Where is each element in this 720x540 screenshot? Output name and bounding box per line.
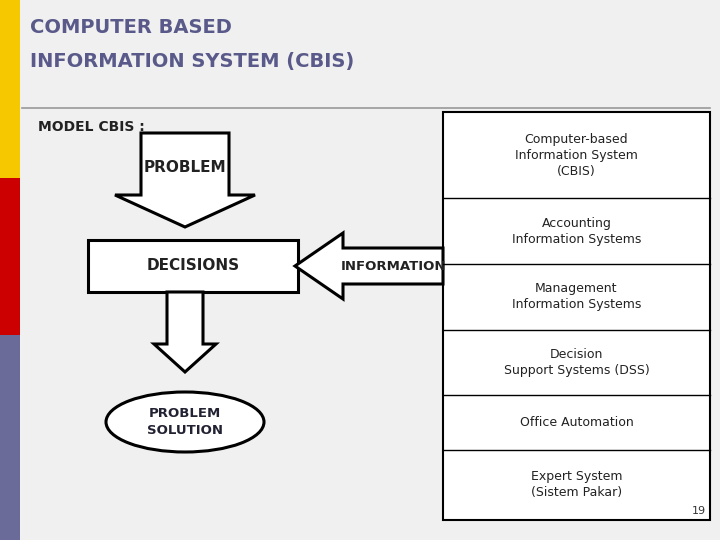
Text: Expert System
(Sistem Pakar): Expert System (Sistem Pakar)	[531, 470, 622, 500]
Text: MODEL CBIS :: MODEL CBIS :	[38, 120, 145, 134]
Text: Office Automation: Office Automation	[520, 416, 634, 429]
Text: Accounting
Information Systems: Accounting Information Systems	[512, 217, 642, 246]
Text: Decision
Support Systems (DSS): Decision Support Systems (DSS)	[503, 348, 649, 377]
Ellipse shape	[106, 392, 264, 452]
Polygon shape	[154, 292, 216, 372]
Bar	[443, 112, 710, 520]
Bar	[0, 335, 20, 540]
Polygon shape	[115, 133, 255, 227]
Bar	[0, 0, 20, 178]
Text: Management
Information Systems: Management Information Systems	[512, 282, 642, 311]
Polygon shape	[295, 233, 443, 299]
Text: Computer-based
Information System
(CBIS): Computer-based Information System (CBIS)	[515, 132, 638, 178]
Text: 19: 19	[692, 506, 706, 516]
Bar	[88, 240, 298, 292]
Text: INFORMATION: INFORMATION	[341, 260, 446, 273]
Text: PROBLEM
SOLUTION: PROBLEM SOLUTION	[147, 407, 223, 437]
Text: COMPUTER BASED: COMPUTER BASED	[30, 18, 232, 37]
Bar	[0, 178, 20, 335]
Text: DECISIONS: DECISIONS	[146, 259, 240, 273]
Text: INFORMATION SYSTEM (CBIS): INFORMATION SYSTEM (CBIS)	[30, 52, 354, 71]
Text: PROBLEM: PROBLEM	[144, 160, 226, 176]
